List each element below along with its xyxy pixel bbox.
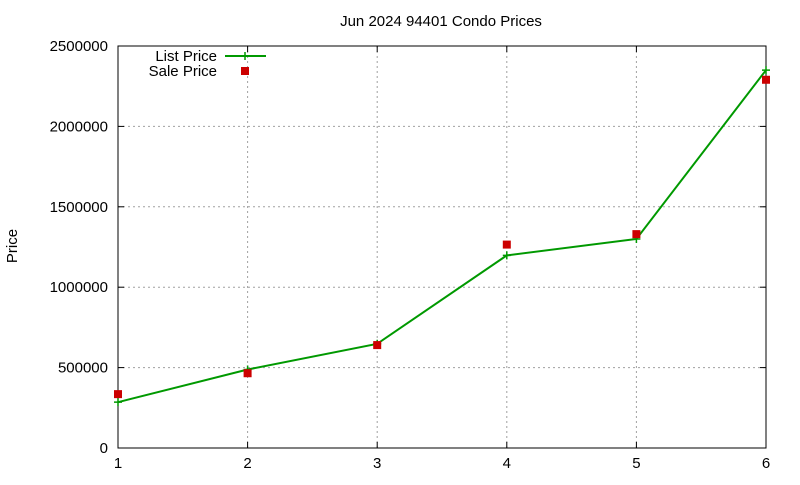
series [114,66,770,407]
x-tick-label: 4 [503,455,511,472]
y-axis-label: Price [4,229,21,263]
x-tick-label: 6 [762,455,770,472]
y-tick-label: 2500000 [50,38,108,55]
axes: 1 2 3 4 5 6 0 500000 1000000 1500000 2000000 250000… [50,38,771,472]
x-tick-label: 2 [243,455,251,472]
sale-price-point [632,230,641,239]
sale-price-point [762,75,770,84]
plot-border [117,45,767,449]
list-price-point [502,251,511,260]
chart-title: Jun 2024 94401 Condo Prices [340,13,542,30]
list-price-line [117,69,767,404]
legend-label-list-price: List Price [155,48,217,65]
y-tick-label: 0 [100,440,108,457]
grid [118,46,766,448]
legend-sample-sale-price [241,67,249,75]
sale-price-point [502,240,511,249]
sale-price-point [373,341,382,350]
legend-label-sale-price: Sale Price [149,63,217,80]
sale-price-point [114,390,122,399]
y-tick-label: 2000000 [50,118,108,135]
y-tick-label: 1500000 [50,199,108,216]
list-price-point [762,66,770,75]
y-tick-label: 1000000 [50,279,108,296]
y-tick-label: 500000 [58,360,108,377]
sale-price-point [243,369,252,378]
x-tick-label: 5 [632,455,640,472]
list-price-point [114,398,122,407]
legend-sample-list-price-marker [241,52,249,60]
x-tick-label: 1 [114,455,122,472]
x-tick-label: 3 [373,455,381,472]
legend: List Price Sale Price [149,48,266,80]
